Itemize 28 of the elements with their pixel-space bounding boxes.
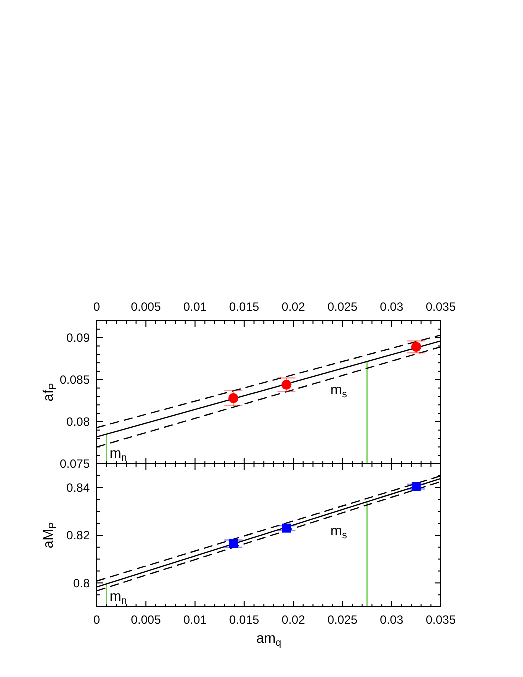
y-tick-label: 0.075 xyxy=(60,457,90,472)
ref-line-label: m$_{n}$ xyxy=(110,588,128,606)
x-axis-title: am$_{q}$ xyxy=(256,630,282,648)
x-tick-label: 0 xyxy=(94,300,101,314)
x-tick-label: 0.015 xyxy=(229,300,260,314)
x-tick-label: 0.005 xyxy=(131,613,162,627)
x-tick-label: 0.005 xyxy=(131,300,162,314)
x-tick-label: 0.03 xyxy=(380,300,404,314)
ref-line-label: m$_{s}$ xyxy=(330,522,348,541)
x-tick-label: 0.01 xyxy=(184,613,208,627)
y-tick-label: 0.08 xyxy=(66,415,90,430)
y-tick-label: 0.8 xyxy=(73,576,90,590)
x-tick-label: 0.03 xyxy=(380,613,404,627)
y-tick-label: 0.085 xyxy=(60,373,90,388)
x-tick-label: 0.01 xyxy=(184,300,208,314)
x-tick-label: 0 xyxy=(94,613,101,627)
y-tick-label: 0.82 xyxy=(66,528,90,543)
x-tick-label: 0.035 xyxy=(426,613,456,627)
x-tick-label: 0.015 xyxy=(229,613,260,627)
x-tick-label: 0.025 xyxy=(328,613,358,627)
ref-line-label: m$_{s}$ xyxy=(330,381,348,400)
x-tick-label: 0.035 xyxy=(426,300,456,314)
x-tick-label: 0.02 xyxy=(282,613,306,627)
y-tick-label: 0.09 xyxy=(66,331,90,346)
ref-line-label: m$_{n}$ xyxy=(110,445,128,464)
y-tick-label: 0.84 xyxy=(66,481,90,496)
x-tick-label: 0.025 xyxy=(328,300,358,314)
x-tick-label: 0.02 xyxy=(282,300,306,314)
